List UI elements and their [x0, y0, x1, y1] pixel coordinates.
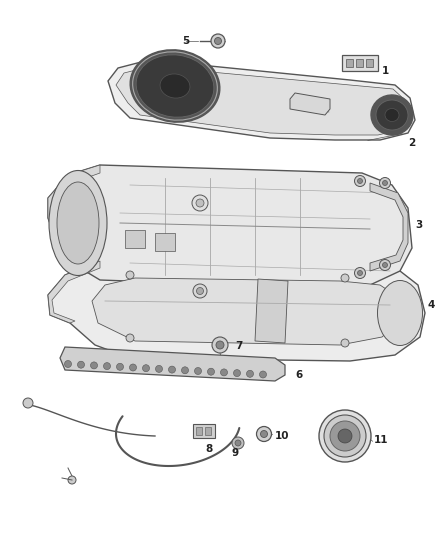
Polygon shape: [255, 279, 288, 343]
Circle shape: [212, 337, 228, 353]
Circle shape: [196, 199, 204, 207]
Circle shape: [341, 274, 349, 282]
Circle shape: [216, 341, 224, 349]
Polygon shape: [48, 165, 412, 288]
Circle shape: [130, 364, 137, 371]
Polygon shape: [48, 165, 100, 238]
Text: 11: 11: [374, 435, 389, 445]
Ellipse shape: [378, 280, 423, 345]
Polygon shape: [370, 183, 408, 271]
Ellipse shape: [57, 182, 99, 264]
Text: 4: 4: [428, 300, 435, 310]
Ellipse shape: [160, 74, 190, 98]
Circle shape: [259, 371, 266, 378]
Bar: [125, 230, 145, 248]
Polygon shape: [60, 347, 285, 381]
Circle shape: [117, 364, 124, 370]
Ellipse shape: [385, 109, 399, 122]
Circle shape: [379, 177, 391, 189]
Circle shape: [215, 37, 222, 44]
Polygon shape: [290, 93, 330, 115]
Text: 8: 8: [205, 444, 212, 454]
Circle shape: [357, 271, 363, 276]
Text: 2: 2: [408, 138, 415, 148]
Bar: [346, 59, 353, 67]
Polygon shape: [48, 261, 100, 323]
Text: 9: 9: [232, 448, 239, 458]
Circle shape: [192, 195, 208, 211]
Text: 1: 1: [382, 66, 389, 76]
Text: 5: 5: [182, 36, 189, 46]
Polygon shape: [92, 278, 400, 345]
Circle shape: [319, 410, 371, 462]
Circle shape: [354, 175, 365, 187]
Circle shape: [257, 426, 272, 441]
Bar: [342, 55, 378, 71]
Circle shape: [208, 368, 215, 375]
Circle shape: [235, 440, 241, 446]
Text: 10: 10: [275, 431, 290, 441]
Polygon shape: [48, 261, 425, 361]
Ellipse shape: [49, 171, 107, 276]
Circle shape: [193, 284, 207, 298]
Bar: [366, 59, 373, 67]
Polygon shape: [116, 67, 409, 135]
Circle shape: [247, 370, 254, 377]
Circle shape: [232, 437, 244, 449]
Circle shape: [68, 476, 76, 484]
Circle shape: [324, 415, 366, 457]
Ellipse shape: [136, 55, 214, 117]
Circle shape: [341, 339, 349, 347]
Circle shape: [126, 271, 134, 279]
Circle shape: [169, 366, 176, 373]
Circle shape: [330, 421, 360, 451]
Circle shape: [64, 360, 71, 367]
Ellipse shape: [376, 100, 408, 130]
Circle shape: [211, 34, 225, 48]
Bar: [196, 427, 202, 435]
Circle shape: [382, 181, 388, 185]
Circle shape: [354, 268, 365, 279]
Circle shape: [142, 365, 149, 372]
Text: 3: 3: [415, 220, 422, 230]
Polygon shape: [108, 61, 415, 140]
Circle shape: [220, 369, 227, 376]
Circle shape: [103, 362, 110, 369]
Text: 7: 7: [235, 341, 242, 351]
Circle shape: [261, 431, 268, 438]
Circle shape: [91, 362, 98, 369]
Circle shape: [194, 367, 201, 375]
Circle shape: [382, 262, 388, 268]
Bar: [356, 59, 363, 67]
Circle shape: [197, 287, 204, 295]
Circle shape: [338, 429, 352, 443]
Ellipse shape: [130, 50, 220, 122]
Circle shape: [23, 398, 33, 408]
Bar: [155, 233, 175, 251]
Ellipse shape: [371, 95, 413, 135]
Bar: [193, 424, 215, 438]
Circle shape: [379, 260, 391, 271]
Circle shape: [78, 361, 85, 368]
Circle shape: [126, 334, 134, 342]
Circle shape: [233, 369, 240, 377]
Bar: [205, 427, 211, 435]
Text: 6: 6: [295, 370, 302, 380]
Circle shape: [155, 366, 162, 373]
Circle shape: [181, 367, 188, 374]
Circle shape: [357, 179, 363, 183]
